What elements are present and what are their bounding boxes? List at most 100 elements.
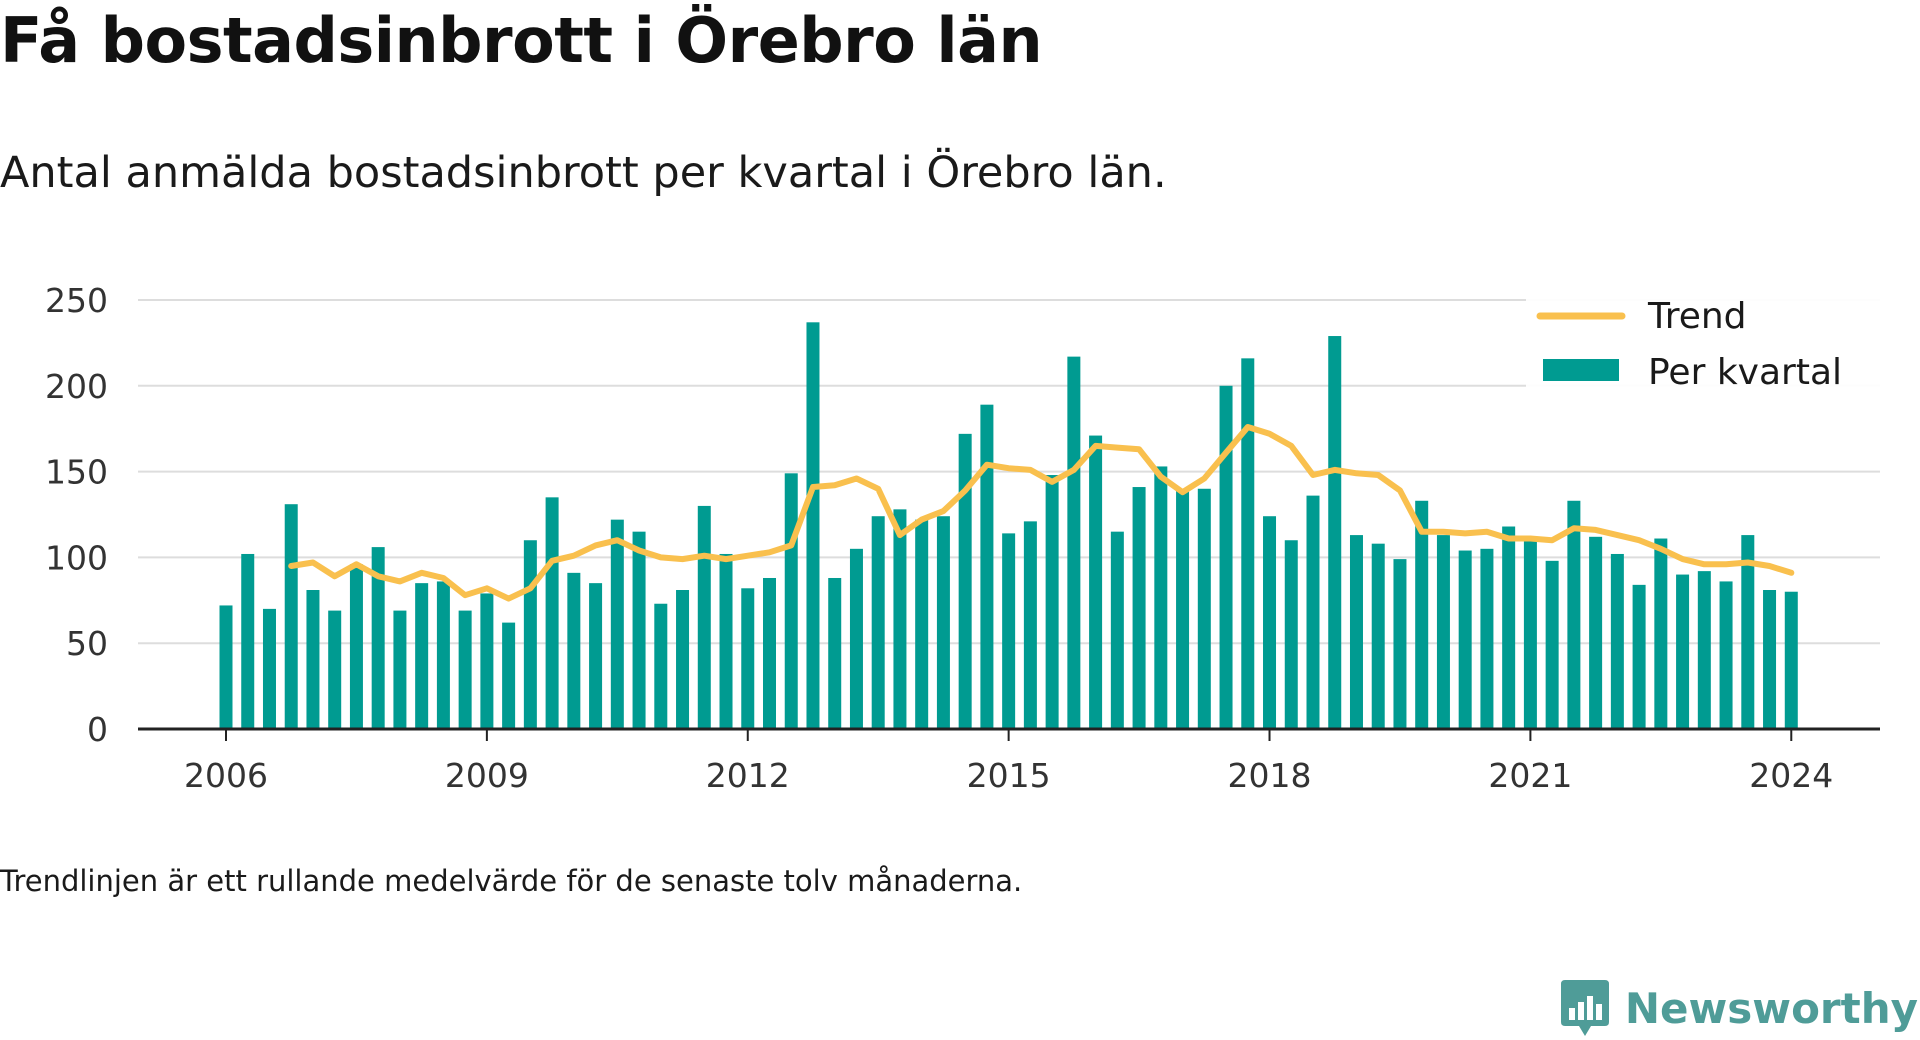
bar	[241, 553, 255, 729]
y-tick-label: 50	[66, 624, 108, 663]
bar	[567, 572, 581, 729]
bar	[1349, 535, 1363, 729]
bar	[936, 516, 950, 729]
bar	[654, 603, 668, 729]
x-tick-label: 2015	[967, 756, 1051, 795]
bar-chart: 0 50 100 150 200 250 2006 2009 2012 2015 2018 2021…	[45, 281, 1880, 795]
bar	[1023, 521, 1037, 729]
footnote: Trendlinjen är ett rullande medelvärde f…	[0, 864, 1023, 898]
bar	[1610, 553, 1624, 729]
bar	[1436, 535, 1450, 729]
bar	[480, 593, 494, 729]
bar	[1676, 574, 1690, 729]
bar	[1110, 531, 1124, 729]
bar	[1219, 385, 1233, 729]
bar	[1654, 538, 1668, 729]
bar	[1567, 500, 1581, 729]
bar-series	[219, 322, 1798, 729]
bar	[1415, 500, 1429, 729]
x-tick-label: 2009	[445, 756, 529, 795]
bar	[502, 622, 516, 729]
bar	[1784, 591, 1798, 729]
bar	[349, 564, 363, 729]
bar	[1502, 526, 1516, 729]
page-title: Få bostadsinbrott i Örebro län	[0, 4, 1043, 77]
bar	[676, 590, 690, 729]
bar	[458, 610, 472, 729]
legend-bar-label: Per kvartal	[1648, 352, 1842, 393]
bar	[415, 583, 429, 729]
trend-series	[288, 424, 1795, 602]
bar	[784, 473, 798, 729]
bar	[1371, 543, 1385, 729]
bar	[1632, 584, 1646, 729]
brand-logo: Newsworthy	[1559, 978, 1918, 1038]
bar	[871, 516, 885, 729]
bar	[915, 519, 929, 729]
bar	[958, 433, 972, 729]
y-tick-label: 250	[45, 281, 108, 320]
x-tick-label: 2021	[1488, 756, 1572, 795]
bar	[1697, 571, 1711, 729]
bar	[1480, 548, 1494, 729]
page-subtitle: Antal anmälda bostadsinbrott per kvartal…	[0, 148, 1167, 198]
bar	[1284, 540, 1298, 729]
y-tick-label: 200	[45, 367, 108, 406]
bar	[980, 404, 994, 729]
bar	[306, 590, 320, 729]
y-tick-label: 150	[45, 453, 108, 492]
bar	[284, 504, 298, 729]
bar	[1545, 560, 1559, 729]
bar	[1045, 475, 1059, 729]
bar	[436, 581, 450, 729]
bar	[1523, 538, 1537, 729]
bar	[1176, 490, 1190, 729]
y-tick-label: 100	[45, 538, 108, 577]
brand-name: Newsworthy	[1624, 983, 1918, 1033]
bar	[1197, 488, 1211, 729]
bar	[1393, 559, 1407, 729]
x-tick-label: 2006	[184, 756, 268, 795]
bar	[523, 540, 537, 729]
bar	[1089, 435, 1103, 729]
legend: Trend Per kvartal	[1526, 290, 1880, 406]
legend-background	[1526, 290, 1880, 406]
y-axis-tick-labels: 0 50 100 150 200 250	[45, 281, 108, 749]
x-tick-label: 2024	[1749, 756, 1833, 795]
bar	[1067, 356, 1081, 729]
bar	[589, 583, 603, 729]
bar	[1763, 590, 1777, 729]
x-tick-label: 2012	[706, 756, 790, 795]
bar	[1241, 358, 1255, 729]
bar	[1458, 550, 1472, 729]
trend-line	[288, 424, 1795, 602]
bar	[1263, 516, 1277, 729]
bar	[610, 519, 624, 729]
x-tick-label: 2018	[1228, 756, 1312, 795]
bar	[1719, 581, 1733, 729]
bar	[697, 505, 711, 729]
bar	[806, 322, 820, 729]
bar	[371, 547, 385, 729]
bar	[328, 610, 342, 729]
legend-bar-swatch	[1543, 359, 1619, 381]
bar	[741, 588, 755, 729]
bar	[1328, 336, 1342, 729]
bar	[849, 548, 863, 729]
bar	[1589, 536, 1603, 729]
bar	[393, 610, 407, 729]
legend-trend-label: Trend	[1647, 296, 1747, 337]
bar	[893, 509, 907, 729]
bar	[545, 497, 559, 729]
bar	[1132, 487, 1146, 729]
bar	[719, 553, 733, 729]
bar	[219, 605, 233, 729]
bar	[632, 531, 646, 729]
newsworthy-logo-icon	[1560, 980, 1609, 1036]
x-axis: 2006 2009 2012 2015 2018 2021 2024	[138, 727, 1880, 795]
bar	[262, 608, 276, 729]
bar	[828, 577, 842, 729]
bar	[1306, 495, 1320, 729]
y-tick-label: 0	[87, 710, 108, 749]
bar	[1002, 533, 1016, 729]
